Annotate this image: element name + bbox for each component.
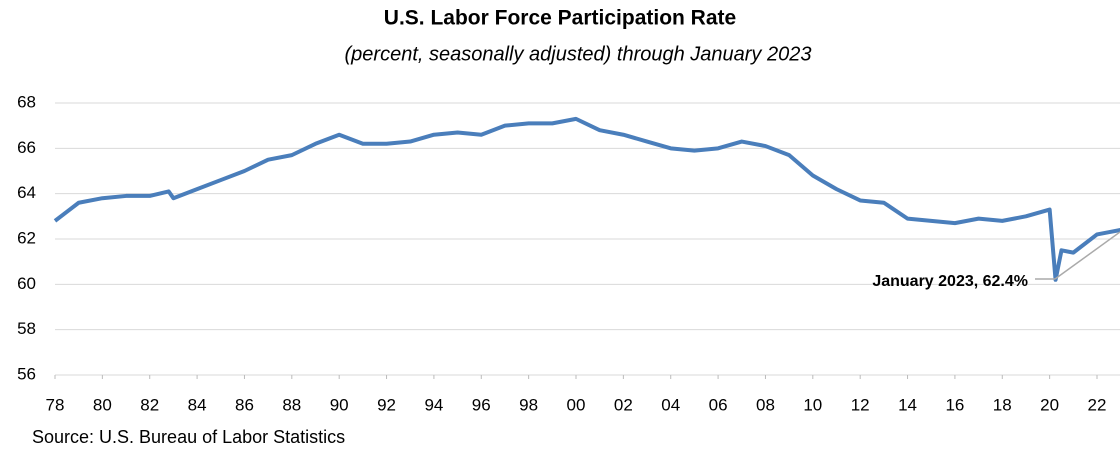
x-tick-label: 18 — [993, 395, 1012, 414]
x-tick-label: 02 — [614, 395, 633, 414]
y-tick-label: 60 — [17, 274, 36, 293]
y-tick-label: 58 — [17, 319, 36, 338]
x-tick-label: 78 — [46, 395, 65, 414]
x-tick-label: 98 — [519, 395, 538, 414]
x-tick-label: 80 — [93, 395, 112, 414]
y-tick-label: 64 — [17, 183, 36, 202]
y-tick-label: 68 — [17, 92, 36, 111]
leader-line — [1054, 231, 1120, 280]
x-tick-label: 12 — [851, 395, 870, 414]
x-tick-label: 20 — [1040, 395, 1059, 414]
chart-title: U.S. Labor Force Participation Rate — [384, 7, 736, 30]
x-tick-label: 84 — [188, 395, 207, 414]
x-tick-label: 88 — [282, 395, 301, 414]
x-tick-label: 16 — [945, 395, 964, 414]
x-tick-label: 00 — [567, 395, 586, 414]
y-tick-label: 56 — [17, 364, 36, 383]
x-tick-label: 94 — [424, 395, 443, 414]
x-tick-label: 82 — [140, 395, 159, 414]
x-tick-label: 14 — [898, 395, 917, 414]
x-tick-label: 04 — [661, 395, 680, 414]
annotation: January 2023, 62.4% — [872, 273, 1028, 290]
x-tick-label: 90 — [330, 395, 349, 414]
x-tick-label: 92 — [377, 395, 396, 414]
y-tick-label: 62 — [17, 228, 36, 247]
source: Source: U.S. Bureau of Labor Statistics — [32, 427, 345, 447]
line — [53, 116, 1120, 282]
x-tick-label: 06 — [709, 395, 728, 414]
x-tick-label: 86 — [235, 395, 254, 414]
x-tick-label: 22 — [1088, 395, 1107, 414]
x-tick-label: 10 — [803, 395, 822, 414]
x-tick-label: 08 — [756, 395, 775, 414]
x-tick-label: 96 — [472, 395, 491, 414]
chart-subtitle: (percent, seasonally adjusted) through J… — [345, 43, 812, 65]
y-tick-label: 66 — [17, 138, 36, 157]
